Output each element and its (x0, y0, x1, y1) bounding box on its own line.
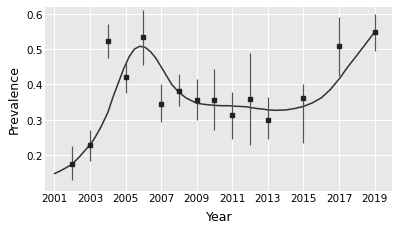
Y-axis label: Prevalence: Prevalence (8, 65, 21, 134)
X-axis label: Year: Year (206, 210, 232, 223)
